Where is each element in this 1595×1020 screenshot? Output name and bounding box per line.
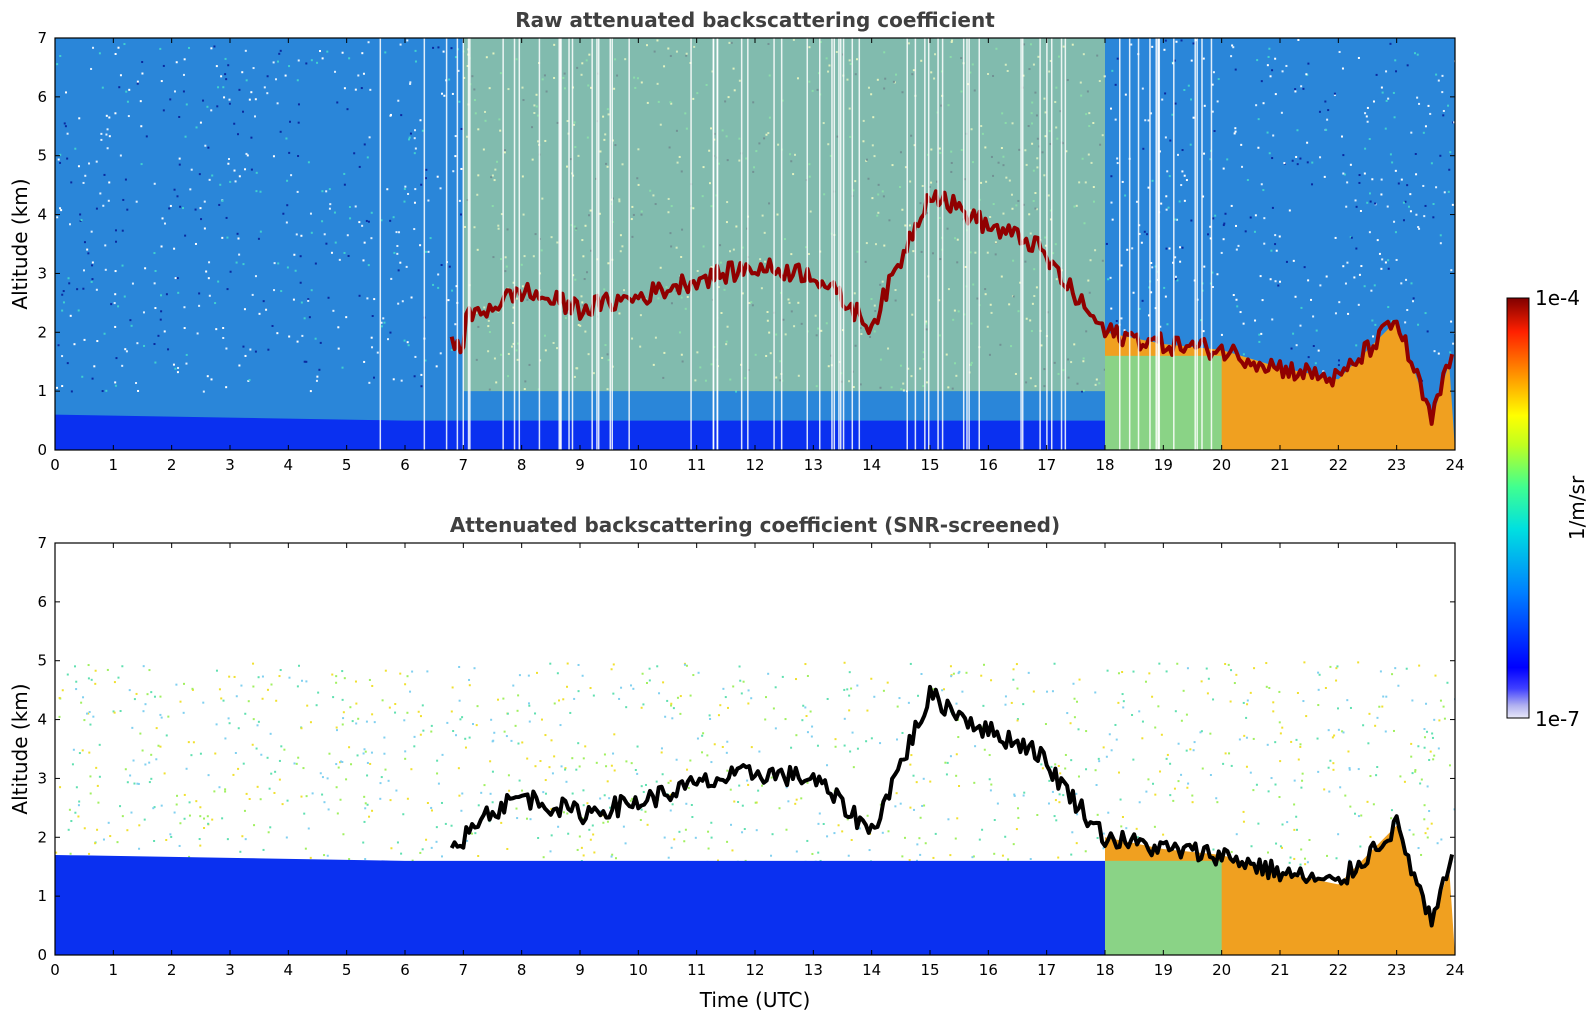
colorbar-unit-label: 1/m/sr	[1565, 475, 1589, 540]
panel-screened-ylabel: Altitude (km)	[8, 683, 32, 814]
panel-raw-background-field	[55, 38, 1455, 450]
panel-screened-ytick-label: 5	[37, 652, 47, 670]
panel-screened-ytick-label: 3	[37, 769, 47, 787]
panel-raw-boundary-layer	[55, 414, 1105, 450]
panel-screened-xtick-label: 11	[687, 961, 706, 979]
panel-screened-xtick-label: 15	[920, 961, 939, 979]
panel-screened: Attenuated backscattering coefficient (S…	[8, 513, 1465, 1012]
colorbar-min-label: 1e-7	[1535, 707, 1580, 731]
panel-screened-xtick-label: 3	[225, 961, 235, 979]
panel-screened-cloud-layer	[449, 684, 1455, 928]
panel-raw-xtick-label: 4	[284, 456, 294, 474]
colorbar-gradient	[1506, 297, 1530, 719]
panel-screened-ytick-label: 0	[37, 946, 47, 964]
panel-raw-ytick-label: 1	[37, 382, 47, 400]
panel-raw-xtick-label: 16	[979, 456, 998, 474]
panel-screened-ytick-label: 7	[37, 534, 47, 552]
panel-raw-xtick-label: 11	[687, 456, 706, 474]
panel-raw-xtick-label: 13	[804, 456, 823, 474]
panel-raw-xtick-label: 24	[1445, 456, 1464, 474]
panel-raw-ytick-label: 0	[37, 441, 47, 459]
x-axis-label: Time (UTC)	[699, 988, 811, 1012]
panel-raw-xtick-label: 0	[50, 456, 60, 474]
panel-screened-xtick-label: 9	[575, 961, 585, 979]
panel-raw-xtick-label: 3	[225, 456, 235, 474]
panel-raw-xtick-label: 15	[920, 456, 939, 474]
panel-screened-xtick-label: 1	[109, 961, 119, 979]
panel-raw-xtick-label: 1	[109, 456, 119, 474]
panel-screened-xtick-label: 0	[50, 961, 60, 979]
panel-screened-xtick-label: 14	[862, 961, 881, 979]
panel-raw-xtick-label: 20	[1212, 456, 1231, 474]
panel-raw-ytick-label: 3	[37, 264, 47, 282]
panel-raw-ytick-label: 7	[37, 29, 47, 47]
panel-raw-xtick-label: 18	[1095, 456, 1114, 474]
panel-raw-xtick-label: 19	[1154, 456, 1173, 474]
panel-screened-xtick-label: 21	[1270, 961, 1289, 979]
panel-screened-xtick-label: 17	[1037, 961, 1056, 979]
panel-raw-cloud-layer	[449, 189, 1455, 426]
panel-screened-xtick-label: 8	[517, 961, 527, 979]
panel-raw-ticks: 0 1 2 3 4 5 6 7 8 9 10 11 12 13 14 15 16 17 18 19 20 21 22 23 24…	[37, 29, 1464, 474]
panel-raw-ylabel: Altitude (km)	[8, 178, 32, 309]
panel-raw-plot	[55, 38, 1455, 450]
panel-raw-ytick-label: 6	[37, 88, 47, 106]
panel-screened-xtick-label: 5	[342, 961, 352, 979]
panel-screened-title: Attenuated backscattering coefficient (S…	[450, 513, 1060, 537]
panel-raw-ytick-label: 4	[37, 206, 47, 224]
panel-screened-ytick-label: 6	[37, 593, 47, 611]
panel-screened-xtick-label: 16	[979, 961, 998, 979]
panel-raw-ytick-label: 5	[37, 147, 47, 165]
colorbar-max-label: 1e-4	[1535, 286, 1580, 310]
panel-raw-xtick-label: 6	[400, 456, 410, 474]
panel-screened-plot	[55, 543, 1455, 955]
panel-screened-xtick-label: 19	[1154, 961, 1173, 979]
panel-raw-xtick-label: 23	[1387, 456, 1406, 474]
panel-screened-ytick-label: 4	[37, 711, 47, 729]
panel-raw-xtick-label: 5	[342, 456, 352, 474]
panel-screened-xtick-label: 2	[167, 961, 177, 979]
panel-raw-xtick-label: 17	[1037, 456, 1056, 474]
panel-raw-xtick-label: 7	[459, 456, 469, 474]
panel-raw-ytick-label: 2	[37, 323, 47, 341]
panel-raw-xtick-label: 22	[1329, 456, 1348, 474]
colorbar: 1e-4 1e-7 1/m/sr	[1506, 286, 1589, 731]
panel-raw-xtick-label: 14	[862, 456, 881, 474]
panel-raw: Raw attenuated backscattering coefficien…	[8, 8, 1465, 474]
panel-screened-ytick-label: 2	[37, 828, 47, 846]
panel-raw-xtick-label: 12	[745, 456, 764, 474]
panel-screened-xtick-label: 10	[629, 961, 648, 979]
panel-screened-xtick-label: 22	[1329, 961, 1348, 979]
panel-screened-xtick-label: 12	[745, 961, 764, 979]
panel-raw-xtick-label: 21	[1270, 456, 1289, 474]
panel-raw-xtick-label: 9	[575, 456, 585, 474]
panel-screened-xtick-label: 18	[1095, 961, 1114, 979]
panel-raw-xtick-label: 10	[629, 456, 648, 474]
panel-screened-xtick-label: 24	[1445, 961, 1464, 979]
panel-screened-xtick-label: 7	[459, 961, 469, 979]
panel-raw-xtick-label: 2	[167, 456, 177, 474]
panel-screened-ytick-label: 1	[37, 887, 47, 905]
panel-screened-xtick-label: 4	[284, 961, 294, 979]
panel-screened-xtick-label: 20	[1212, 961, 1231, 979]
panel-screened-boundary-layer	[55, 854, 1105, 955]
panel-screened-xtick-label: 13	[804, 961, 823, 979]
panel-screened-xtick-label: 23	[1387, 961, 1406, 979]
panel-raw-gap-stripes	[379, 38, 1213, 450]
panel-screened-xtick-label: 6	[400, 961, 410, 979]
panel-raw-title: Raw attenuated backscattering coefficien…	[515, 8, 995, 32]
panel-raw-xtick-label: 8	[517, 456, 527, 474]
panel-screened-ticks: 0 1 2 3 4 5 6 7 8 9 10 11 12 13 14 15 16 17 18 19 20 21 22 23 24…	[37, 534, 1464, 979]
